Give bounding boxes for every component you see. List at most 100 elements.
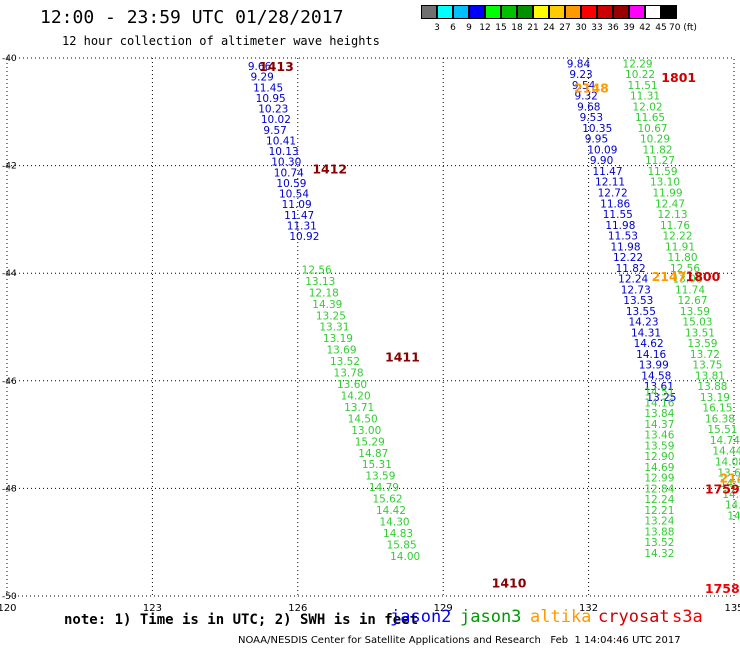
wave-height-value: 13.59	[687, 338, 717, 350]
wave-height-value: 14.38	[727, 510, 740, 522]
wave-height-value: 9.68	[577, 101, 600, 113]
wave-height-value: 13.10	[650, 177, 680, 189]
wave-height-value: 13.59	[680, 306, 710, 318]
wave-height-value: 15.03	[682, 317, 712, 329]
wave-height-value: 13.53	[623, 295, 653, 307]
wave-height-value: 13.84	[644, 408, 674, 420]
wave-height-value: 14.51	[644, 387, 674, 399]
wave-height-value: 9.57	[263, 125, 286, 137]
colorbar-swatch	[613, 5, 629, 19]
wave-height-value: 14.16	[644, 397, 674, 409]
wave-height-value: 14.37	[644, 419, 674, 431]
wave-height-value: 14.35	[725, 500, 740, 512]
wave-height-value: 15.85	[387, 539, 417, 551]
colorbar-label: 27	[559, 23, 571, 33]
pass-number-label: 1758	[705, 581, 740, 596]
wave-height-value: 12.84	[644, 483, 674, 495]
pass-number-label: 2146	[719, 471, 740, 486]
wave-height-value: 10.13	[269, 146, 299, 158]
wave-height-value: 14.74	[710, 435, 740, 447]
wave-height-value: 11.98	[605, 220, 635, 232]
wave-height-value: 13.24	[644, 516, 674, 528]
wave-height-value: 13.25	[646, 392, 676, 404]
wave-height-value: 12.22	[662, 231, 692, 243]
wave-height-value: 14.30	[380, 517, 410, 529]
longitude-tick-label: 120	[0, 603, 17, 614]
wave-height-value: 11.80	[667, 252, 697, 264]
legend-item-s3a: s3a	[672, 607, 703, 627]
pass-number-label: 1801	[661, 70, 696, 85]
wave-height-value: 13.81	[695, 370, 725, 382]
wave-height-value: 13.59	[644, 440, 674, 452]
wave-height-value: 12.24	[618, 274, 648, 286]
wave-height-value: 10.74	[274, 167, 304, 179]
wave-height-value: 10.41	[266, 135, 296, 147]
wave-height-value: 11.09	[282, 199, 312, 211]
wave-height-value: 13.99	[639, 360, 669, 372]
longitude-tick-label: 129	[434, 603, 453, 614]
longitude-tick-label: 123	[143, 603, 162, 614]
pass-number-label: 2148	[574, 81, 609, 96]
latitude-tick-label: -48	[2, 484, 17, 494]
wave-height-value: 13.00	[351, 425, 381, 437]
wave-height-value: 14.83	[383, 528, 413, 540]
latitude-tick-label: -42	[2, 162, 17, 172]
colorbar-label: 18	[511, 23, 523, 33]
wave-height-value: 9.95	[585, 134, 608, 146]
wave-height-value: 10.59	[276, 178, 306, 190]
wave-height-value: 11.55	[603, 209, 633, 221]
wave-height-value: 14.58	[641, 370, 671, 382]
wave-height-value: 13.13	[305, 276, 335, 288]
wave-height-value: 11.91	[665, 241, 695, 253]
wave-height-value: 13.19	[323, 333, 353, 345]
wave-height-value: 13.88	[697, 381, 727, 393]
credit-text: NOAA/NESDIS Center for Satellite Applica…	[238, 635, 541, 646]
colorbar-swatch	[581, 5, 597, 19]
wave-height-value: 11.47	[592, 166, 622, 178]
wave-height-value: 9.29	[250, 72, 273, 84]
colorbar-label: 3	[434, 23, 440, 33]
colorbar-swatch	[549, 5, 565, 19]
wave-height-value: 14.23	[628, 317, 658, 329]
colorbar-swatch	[421, 5, 437, 19]
wave-height-value: 14.62	[634, 338, 664, 350]
colorbar-label: 39	[623, 23, 635, 33]
legend-item-jason2: jason2	[390, 607, 452, 627]
colorbar-swatch	[485, 5, 501, 19]
latitude-tick-label: -44	[2, 269, 17, 279]
map-frame	[6, 57, 735, 597]
wave-height-value: 13.61	[644, 381, 674, 393]
wave-height-value: 13.51	[685, 327, 715, 339]
wave-height-value: 10.30	[271, 157, 301, 169]
wave-height-value: 10.92	[289, 231, 319, 243]
colorbar-swatch	[597, 5, 613, 19]
wave-height-value: 12.56	[670, 263, 700, 275]
wave-height-value: 13.72	[690, 349, 720, 361]
colorbar-swatch	[453, 5, 469, 19]
wave-height-value: 13.46	[644, 430, 674, 442]
wave-height-value: 9.66	[248, 61, 272, 73]
wave-height-value: 12.22	[613, 252, 643, 264]
colorbar-swatch	[437, 5, 453, 19]
wave-height-value: 12.72	[598, 188, 628, 200]
wave-height-value: 9.54	[572, 80, 596, 92]
wave-height-value: 11.27	[645, 155, 675, 167]
longitude-tick-label: 126	[288, 603, 307, 614]
wave-height-value: 9.84	[567, 58, 591, 70]
colorbar-label: 21	[527, 23, 539, 33]
colorbar-label: 42	[639, 23, 651, 33]
wave-height-value: 12.11	[595, 177, 625, 189]
wave-height-value: 14.50	[348, 413, 378, 425]
wave-height-value: 12.24	[644, 494, 674, 506]
map-grid	[6, 57, 735, 597]
wave-height-value: 12.29	[623, 58, 653, 70]
wave-height-value: 10.29	[640, 134, 670, 146]
colorbar-swatch	[533, 5, 549, 19]
legend-item-altika: altika	[530, 607, 592, 627]
wave-height-value: 11.45	[253, 82, 283, 94]
wave-height-value: 13.25	[316, 310, 346, 322]
wave-height-value: 12.73	[621, 284, 651, 296]
colorbar-label: 45	[655, 23, 667, 33]
page-title: 12:00 - 23:59 UTC 01/28/2017	[40, 7, 344, 28]
